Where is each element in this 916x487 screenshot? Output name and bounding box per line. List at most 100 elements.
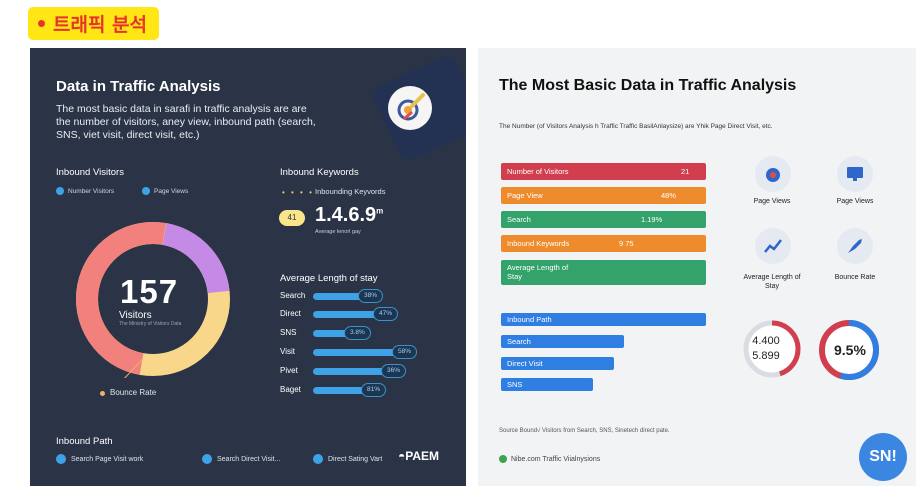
source-note: Source Bound√ Visitors from Search, SNS,… — [499, 428, 670, 434]
gauge-arc — [819, 320, 879, 380]
metric-bar-value: 48% — [661, 191, 677, 200]
inbound-keywords-heading: Inbound Keywords — [280, 167, 359, 178]
metric-bar: Search 1.19% — [501, 211, 706, 228]
search-icon — [56, 454, 66, 464]
sn-badge: SN! — [859, 433, 907, 481]
stay-row-pct: 58% — [392, 345, 418, 359]
panel-title: Data in Traffic Analysis — [56, 78, 221, 95]
sns-icon — [313, 454, 323, 464]
inbound-path-heading: Inbound Path — [56, 436, 113, 447]
gauge-values: 4.400 5.899 — [752, 335, 780, 362]
metric-bar-label: Inbound Keywords — [507, 239, 570, 248]
metric-bar-label: Search — [507, 215, 531, 224]
chart-growth-icon — [755, 228, 791, 264]
stay-row-label: Visit — [280, 347, 295, 356]
bounce-rate-note: Bounce Rate — [110, 388, 157, 397]
gauge-visitors — [743, 320, 801, 378]
path-item: Direct Sating Vart — [313, 454, 382, 464]
path-bar: Direct Visit — [501, 357, 614, 370]
path-bar: Inbound Path — [501, 313, 706, 326]
analytics-logo-icon — [388, 86, 432, 130]
bounce-rate-value: 9.5% — [834, 342, 866, 358]
legend-dot-icon — [56, 187, 64, 195]
stay-row-pct: 47% — [373, 307, 399, 321]
donut-segment-purple — [76, 222, 230, 376]
metric-bar-label: Number of Visitors — [507, 167, 569, 176]
stay-row: Search 38% — [280, 288, 425, 304]
page-views-label: Page Views — [753, 198, 791, 205]
panel-title: The Most Basic Data in Traffic Analysis — [499, 77, 797, 94]
metric-bar-value: 1.19% — [641, 215, 663, 224]
section-tag: 트래픽 분석 — [28, 7, 160, 40]
visitors-sublabel: The Ministry of Visitors Data — [119, 321, 182, 327]
gauge-arc — [743, 320, 801, 378]
keyword-value-sub: Average lenorl gay — [315, 229, 361, 235]
stay-heading: Average Length of stay — [280, 273, 378, 284]
inbound-visitors-heading: Inbound Visitors — [56, 167, 124, 178]
stay-row-label: Direct — [280, 309, 301, 318]
bounce-rate-label: Bounce Rate — [834, 274, 876, 281]
direct-icon — [202, 454, 212, 464]
stay-row-bar — [313, 311, 393, 318]
traffic-infographic-light: The Most Basic Data in Traffic Analysis … — [478, 48, 916, 486]
stay-row-label: Baget — [280, 385, 301, 394]
path-item: Search Direct Visit... — [202, 454, 280, 464]
path-bar-label: Search — [507, 337, 531, 346]
footer-brand: Nibe.com Traffic Viialnysions — [499, 455, 600, 463]
stay-row-label: Pivet — [280, 366, 298, 375]
stay-row-bar — [313, 293, 378, 300]
metric-bar: Page View 48% — [501, 187, 706, 204]
path-bar: SNS — [501, 378, 593, 391]
panel-description: The Number (of Visitors Analysis h Traff… — [499, 123, 773, 130]
visitors-label: Visitors — [119, 310, 152, 321]
donut-segment-pink — [76, 222, 230, 376]
brand-logo: ◓PAEM — [398, 449, 440, 463]
stay-row-label: Search — [280, 291, 306, 300]
metric-bar-value: 9 75 — [619, 239, 634, 248]
stay-row-bar — [313, 387, 381, 394]
stay-row-bar — [313, 330, 364, 337]
avg-length-label: Average Length of Stay — [743, 274, 801, 290]
path-bar-label: Direct Visit — [507, 359, 543, 368]
stay-row: Direct 47% — [280, 306, 425, 322]
metric-bar: Average Length of Stay — [501, 260, 706, 285]
stay-row-pct: 81% — [361, 383, 387, 397]
path-item: Search Page Visit work — [56, 454, 143, 464]
gauge-bounce — [819, 320, 879, 380]
metric-bar-label: Page View — [507, 191, 543, 200]
legend-dot-icon — [142, 187, 150, 195]
stay-row: Baget 81% — [280, 382, 425, 398]
bullet-icon — [38, 20, 45, 27]
stay-row-pct: 3.8% — [344, 326, 371, 340]
visitors-count: 157 — [120, 273, 179, 310]
panel-description: The most basic data in sarafi in traffic… — [56, 103, 316, 141]
stay-row: SNS 3.8% — [280, 325, 425, 341]
keyword-label: Inbounding Keyvords — [315, 187, 386, 196]
bounce-dot-icon — [100, 391, 105, 396]
brand-dot-icon — [499, 455, 507, 463]
stay-row-bar — [313, 368, 401, 375]
metric-bar: Inbound Keywords 9 75 — [501, 235, 706, 252]
legend-page-views: Page Views — [142, 187, 188, 195]
keyword-value: 1.4.6.9m — [315, 204, 384, 226]
path-bar-label: Inbound Path — [507, 315, 552, 324]
stay-row-pct: 36% — [381, 364, 407, 378]
metric-bar: Number of Visitors 21 — [501, 163, 706, 180]
keyword-badge: 41 — [279, 210, 305, 226]
stay-row-pct: 38% — [358, 289, 384, 303]
stay-row-label: SNS — [280, 328, 297, 337]
stay-row-bar — [313, 349, 412, 356]
monitor-icon — [837, 156, 873, 192]
metric-bar-label: Average Length of Stay — [507, 263, 569, 281]
page-views-icon — [755, 156, 791, 192]
visitors-donut-chart — [76, 222, 230, 378]
path-bar-label: SNS — [507, 380, 523, 389]
metric-bar-value: 21 — [681, 167, 690, 176]
keyword-dots: • • • • — [282, 188, 314, 197]
path-bar: Search — [501, 335, 624, 348]
traffic-infographic-dark: Data in Traffic Analysis The most basic … — [30, 48, 466, 486]
section-tag-label: 트래픽 분석 — [53, 14, 148, 36]
stay-row: Pivet 36% — [280, 363, 425, 379]
stay-row: Visit 58% — [280, 344, 425, 360]
page-views-label-2: Page Views — [836, 198, 874, 205]
